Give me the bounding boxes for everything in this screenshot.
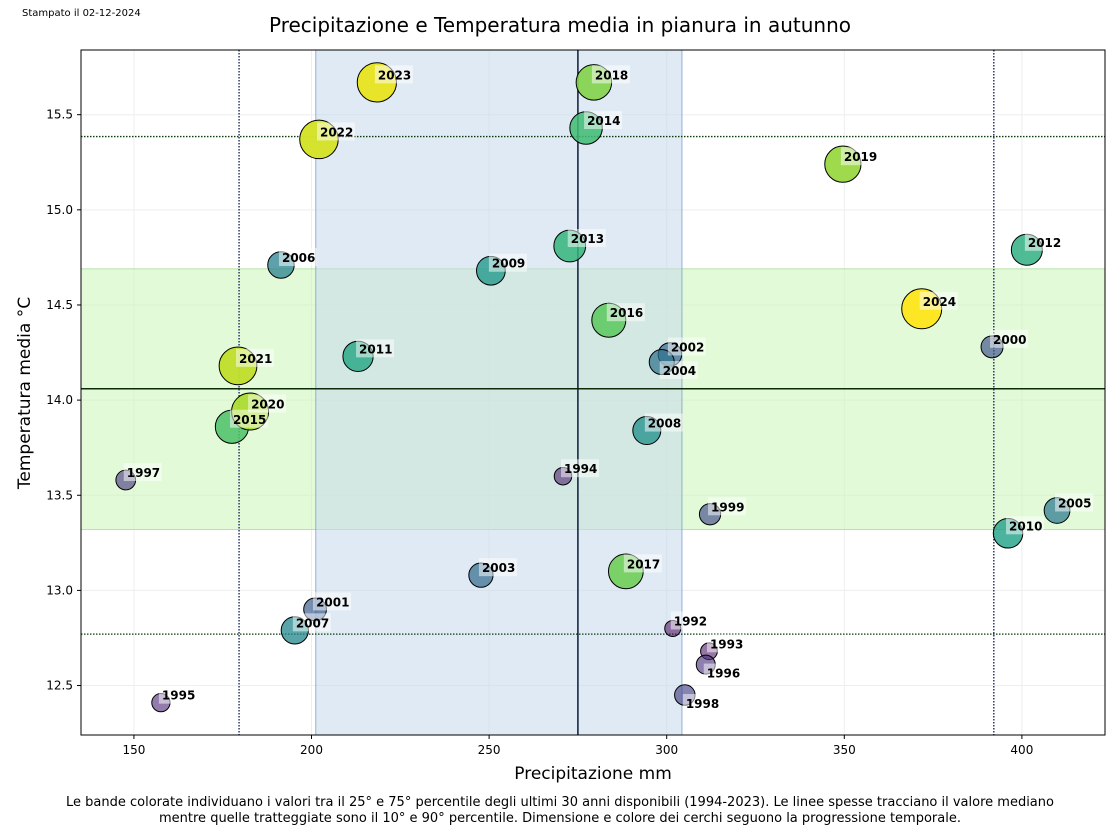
y-tick-label: 14.5 <box>46 298 73 312</box>
data-label-box <box>229 409 268 428</box>
data-label-box <box>591 65 630 84</box>
data-label: 2023 <box>378 68 411 82</box>
data-label-box <box>158 685 197 704</box>
data-label: 2017 <box>627 557 660 571</box>
data-label: 1996 <box>707 667 740 681</box>
plot-frame <box>80 49 1106 736</box>
data-label-box <box>584 111 623 130</box>
data-label: 2000 <box>993 333 1026 347</box>
y-tick-label: 13.0 <box>46 583 73 597</box>
data-label: 1992 <box>674 614 707 628</box>
data-label: 2012 <box>1028 236 1061 250</box>
data-label-box <box>235 348 274 367</box>
data-label-box <box>670 611 709 630</box>
data-label: 2007 <box>296 616 329 630</box>
data-label: 2001 <box>316 595 349 609</box>
data-label: 2015 <box>233 413 266 427</box>
data-label-box <box>990 329 1029 348</box>
data-label-box <box>840 147 879 166</box>
data-label: 2003 <box>482 561 515 575</box>
printed-date: Stampato il 02-12-2024 <box>22 8 141 19</box>
data-label: 2018 <box>595 68 628 82</box>
data-label: 2002 <box>671 340 704 354</box>
data-label-box <box>1055 493 1094 512</box>
precipitation-percentile-band <box>315 49 683 736</box>
data-label: 2004 <box>663 364 696 378</box>
data-label-box <box>278 248 317 267</box>
data-label-box <box>123 463 162 482</box>
y-tick-label: 13.5 <box>46 488 73 502</box>
data-label-box <box>292 613 331 632</box>
data-label-box <box>356 339 395 358</box>
data-label: 2008 <box>648 417 681 431</box>
data-label-box <box>623 554 662 573</box>
data-label-box <box>659 361 698 380</box>
x-tick-label: 150 <box>122 743 145 757</box>
data-label-box <box>706 634 745 653</box>
data-label: 2011 <box>359 342 392 356</box>
data-label: 2010 <box>1009 519 1042 533</box>
data-label-box <box>478 558 517 577</box>
data-label-box <box>560 459 599 478</box>
data-label-box <box>488 253 527 272</box>
y-tick-label: 14.0 <box>46 393 73 407</box>
data-label: 1993 <box>710 637 743 651</box>
x-tick-label: 200 <box>300 743 323 757</box>
data-label: 1995 <box>162 689 195 703</box>
data-label-box <box>703 663 742 682</box>
data-label: 2009 <box>492 257 525 271</box>
data-label-box <box>667 337 706 356</box>
x-tick-label: 250 <box>478 743 501 757</box>
data-label-box <box>374 65 413 84</box>
data-label: 2021 <box>239 352 272 366</box>
data-label: 2005 <box>1058 496 1091 510</box>
chart-title: Precipitazione e Temperatura media in pi… <box>269 13 851 37</box>
footnote: Le bande colorate individuano i valori t… <box>0 795 1120 827</box>
data-label: 1998 <box>686 697 719 711</box>
data-label: 1994 <box>564 462 597 476</box>
data-label-box <box>644 413 683 432</box>
data-label: 2006 <box>282 251 315 265</box>
data-label: 1999 <box>711 500 744 514</box>
footnote-line-1: Le bande colorate individuano i valori t… <box>66 795 1054 810</box>
data-label-box <box>248 394 287 413</box>
data-label: 2013 <box>571 232 604 246</box>
data-label: 1997 <box>127 466 160 480</box>
data-label: 2024 <box>923 295 956 309</box>
x-tick-label: 350 <box>833 743 856 757</box>
data-label: 2014 <box>587 114 620 128</box>
y-axis-label: Temperatura media °C <box>15 297 35 490</box>
data-label-box <box>313 592 352 611</box>
data-label-box <box>606 303 645 322</box>
data-label-box <box>708 497 747 516</box>
footnote-line-2: mentre quelle tratteggiate sono il 10° e… <box>159 811 961 826</box>
x-tick-label: 300 <box>655 743 678 757</box>
x-axis-label: Precipitazione mm <box>514 764 672 784</box>
y-tick-label: 15.0 <box>46 203 73 217</box>
y-tick-label: 15.5 <box>46 108 73 122</box>
data-label-box <box>1024 232 1063 251</box>
data-label: 2022 <box>320 125 353 139</box>
data-label: 2019 <box>844 150 877 164</box>
data-label-box <box>567 228 606 247</box>
data-label: 2020 <box>251 398 284 412</box>
y-tick-label: 12.5 <box>46 679 73 693</box>
x-tick-label: 400 <box>1010 743 1033 757</box>
data-label-box <box>316 122 355 141</box>
data-label-box <box>682 694 721 713</box>
scatter-plot: 1992199319941995199619971998199920002001… <box>15 49 1106 784</box>
data-label-box <box>1006 516 1045 535</box>
data-label: 2016 <box>610 306 643 320</box>
data-label-box <box>919 291 958 310</box>
